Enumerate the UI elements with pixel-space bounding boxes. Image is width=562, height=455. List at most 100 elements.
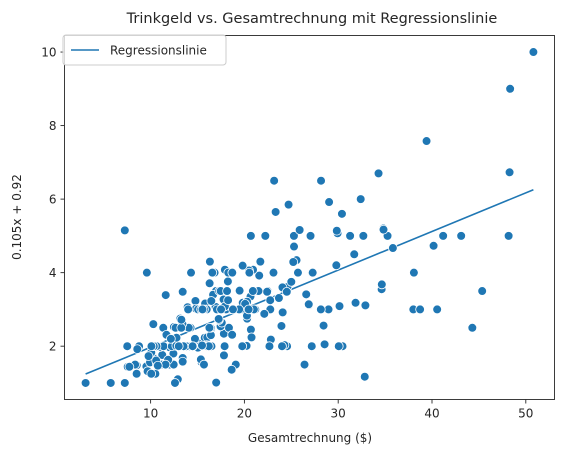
scatter-point bbox=[262, 286, 272, 297]
scatter-point bbox=[142, 267, 152, 278]
scatter-point bbox=[197, 340, 207, 351]
scatter-point bbox=[260, 231, 271, 241]
scatter-point bbox=[319, 339, 330, 350]
scatter-point bbox=[204, 322, 215, 333]
scatter-point bbox=[246, 231, 256, 241]
scatter-point bbox=[358, 231, 369, 241]
scatter-point bbox=[176, 314, 187, 325]
scatter-point bbox=[160, 290, 171, 300]
scatter-point bbox=[264, 341, 275, 351]
scatter-point bbox=[166, 334, 176, 344]
scatter-point bbox=[438, 231, 448, 241]
scatter-point bbox=[199, 359, 209, 370]
chart-title: Trinkgeld vs. Gesamtrechnung mit Regress… bbox=[126, 11, 498, 27]
scatter-point bbox=[153, 360, 163, 371]
scatter-point bbox=[388, 243, 398, 253]
x-tick-label: 30 bbox=[331, 407, 346, 421]
scatter-point bbox=[503, 231, 514, 241]
scatter-point bbox=[176, 322, 187, 333]
scatter-point bbox=[316, 304, 326, 315]
scatter-point bbox=[259, 309, 270, 319]
scatter-point bbox=[331, 260, 342, 271]
x-tick-label: 40 bbox=[424, 407, 439, 421]
scatter-point bbox=[237, 341, 248, 351]
scatter-point bbox=[211, 377, 221, 388]
scatter-point bbox=[283, 199, 294, 210]
scatter-point bbox=[378, 224, 389, 235]
legend-box bbox=[62, 34, 227, 66]
scatter-point bbox=[237, 260, 248, 271]
scatter-point bbox=[467, 322, 478, 333]
scatter-point bbox=[222, 286, 232, 296]
scatter-point bbox=[206, 296, 217, 306]
scatter-point bbox=[216, 304, 226, 315]
scatter-point bbox=[307, 267, 318, 278]
x-axis-label: Gesamtrechnung ($) bbox=[248, 431, 372, 445]
scatter-point bbox=[105, 378, 116, 388]
scatter-point bbox=[234, 285, 245, 296]
scatter-point bbox=[337, 209, 347, 219]
scatter-point bbox=[428, 241, 439, 251]
scatter-point bbox=[528, 47, 539, 57]
scatter-point bbox=[265, 295, 276, 306]
scatter-point bbox=[305, 231, 316, 241]
scatter-point bbox=[143, 351, 154, 361]
scatter-point bbox=[274, 293, 284, 303]
scatter-point bbox=[359, 371, 370, 382]
scatter-point bbox=[331, 225, 342, 236]
scatter-point bbox=[205, 256, 215, 267]
scatter-point bbox=[173, 341, 184, 351]
scatter-point bbox=[177, 286, 188, 297]
scatter-point bbox=[303, 299, 314, 310]
scatter-point bbox=[177, 356, 188, 367]
scatter-point bbox=[244, 267, 255, 278]
x-tick-label: 50 bbox=[518, 407, 533, 421]
scatter-point bbox=[301, 289, 312, 300]
scatter-point bbox=[131, 368, 142, 379]
scatter-point bbox=[288, 257, 299, 267]
scatter-point bbox=[269, 175, 279, 186]
scatter-point bbox=[122, 341, 133, 351]
scatter-point bbox=[243, 304, 254, 315]
plot-area bbox=[64, 35, 555, 400]
scatter-point bbox=[204, 278, 215, 289]
scatter-point bbox=[334, 301, 345, 311]
scatter-point bbox=[132, 344, 143, 354]
x-tick-label: 20 bbox=[237, 407, 252, 421]
scatter-point bbox=[254, 270, 265, 281]
scatter-point bbox=[187, 341, 198, 351]
scatter-point bbox=[148, 319, 159, 329]
scatter-point bbox=[276, 321, 287, 331]
scatter-point bbox=[360, 300, 371, 311]
scatter-point bbox=[268, 267, 279, 278]
scatter-point bbox=[456, 231, 466, 241]
y-tick-label: 10 bbox=[41, 45, 56, 59]
legend-entry-regression: Regressionslinie bbox=[110, 44, 207, 58]
scatter-point bbox=[355, 194, 366, 204]
scatter-point bbox=[377, 279, 387, 290]
scatter-point bbox=[227, 329, 237, 340]
scatter-point bbox=[415, 304, 425, 315]
scatter-point bbox=[120, 225, 130, 236]
scatter-point bbox=[316, 175, 326, 186]
scatter-point bbox=[306, 341, 317, 351]
x-tick-label: 10 bbox=[143, 407, 158, 421]
scatter-point bbox=[373, 168, 384, 179]
scatter-point bbox=[255, 256, 266, 267]
scatter-point bbox=[219, 350, 229, 361]
scatter-point bbox=[170, 378, 180, 388]
scatter-point bbox=[293, 267, 303, 278]
y-axis-label: 0.105x + 0.92 bbox=[10, 174, 24, 260]
scatter-point bbox=[213, 314, 224, 324]
scatter-point bbox=[350, 297, 361, 308]
scatter-point bbox=[421, 136, 432, 146]
legend: Regressionslinie bbox=[62, 34, 227, 66]
scatter-point bbox=[505, 84, 515, 94]
scatter-point bbox=[432, 304, 442, 315]
scatter-point bbox=[299, 359, 310, 370]
plot-frame bbox=[64, 35, 555, 400]
scatter-point bbox=[207, 267, 218, 278]
scatter-point bbox=[219, 341, 230, 351]
scatter-point bbox=[345, 231, 355, 241]
